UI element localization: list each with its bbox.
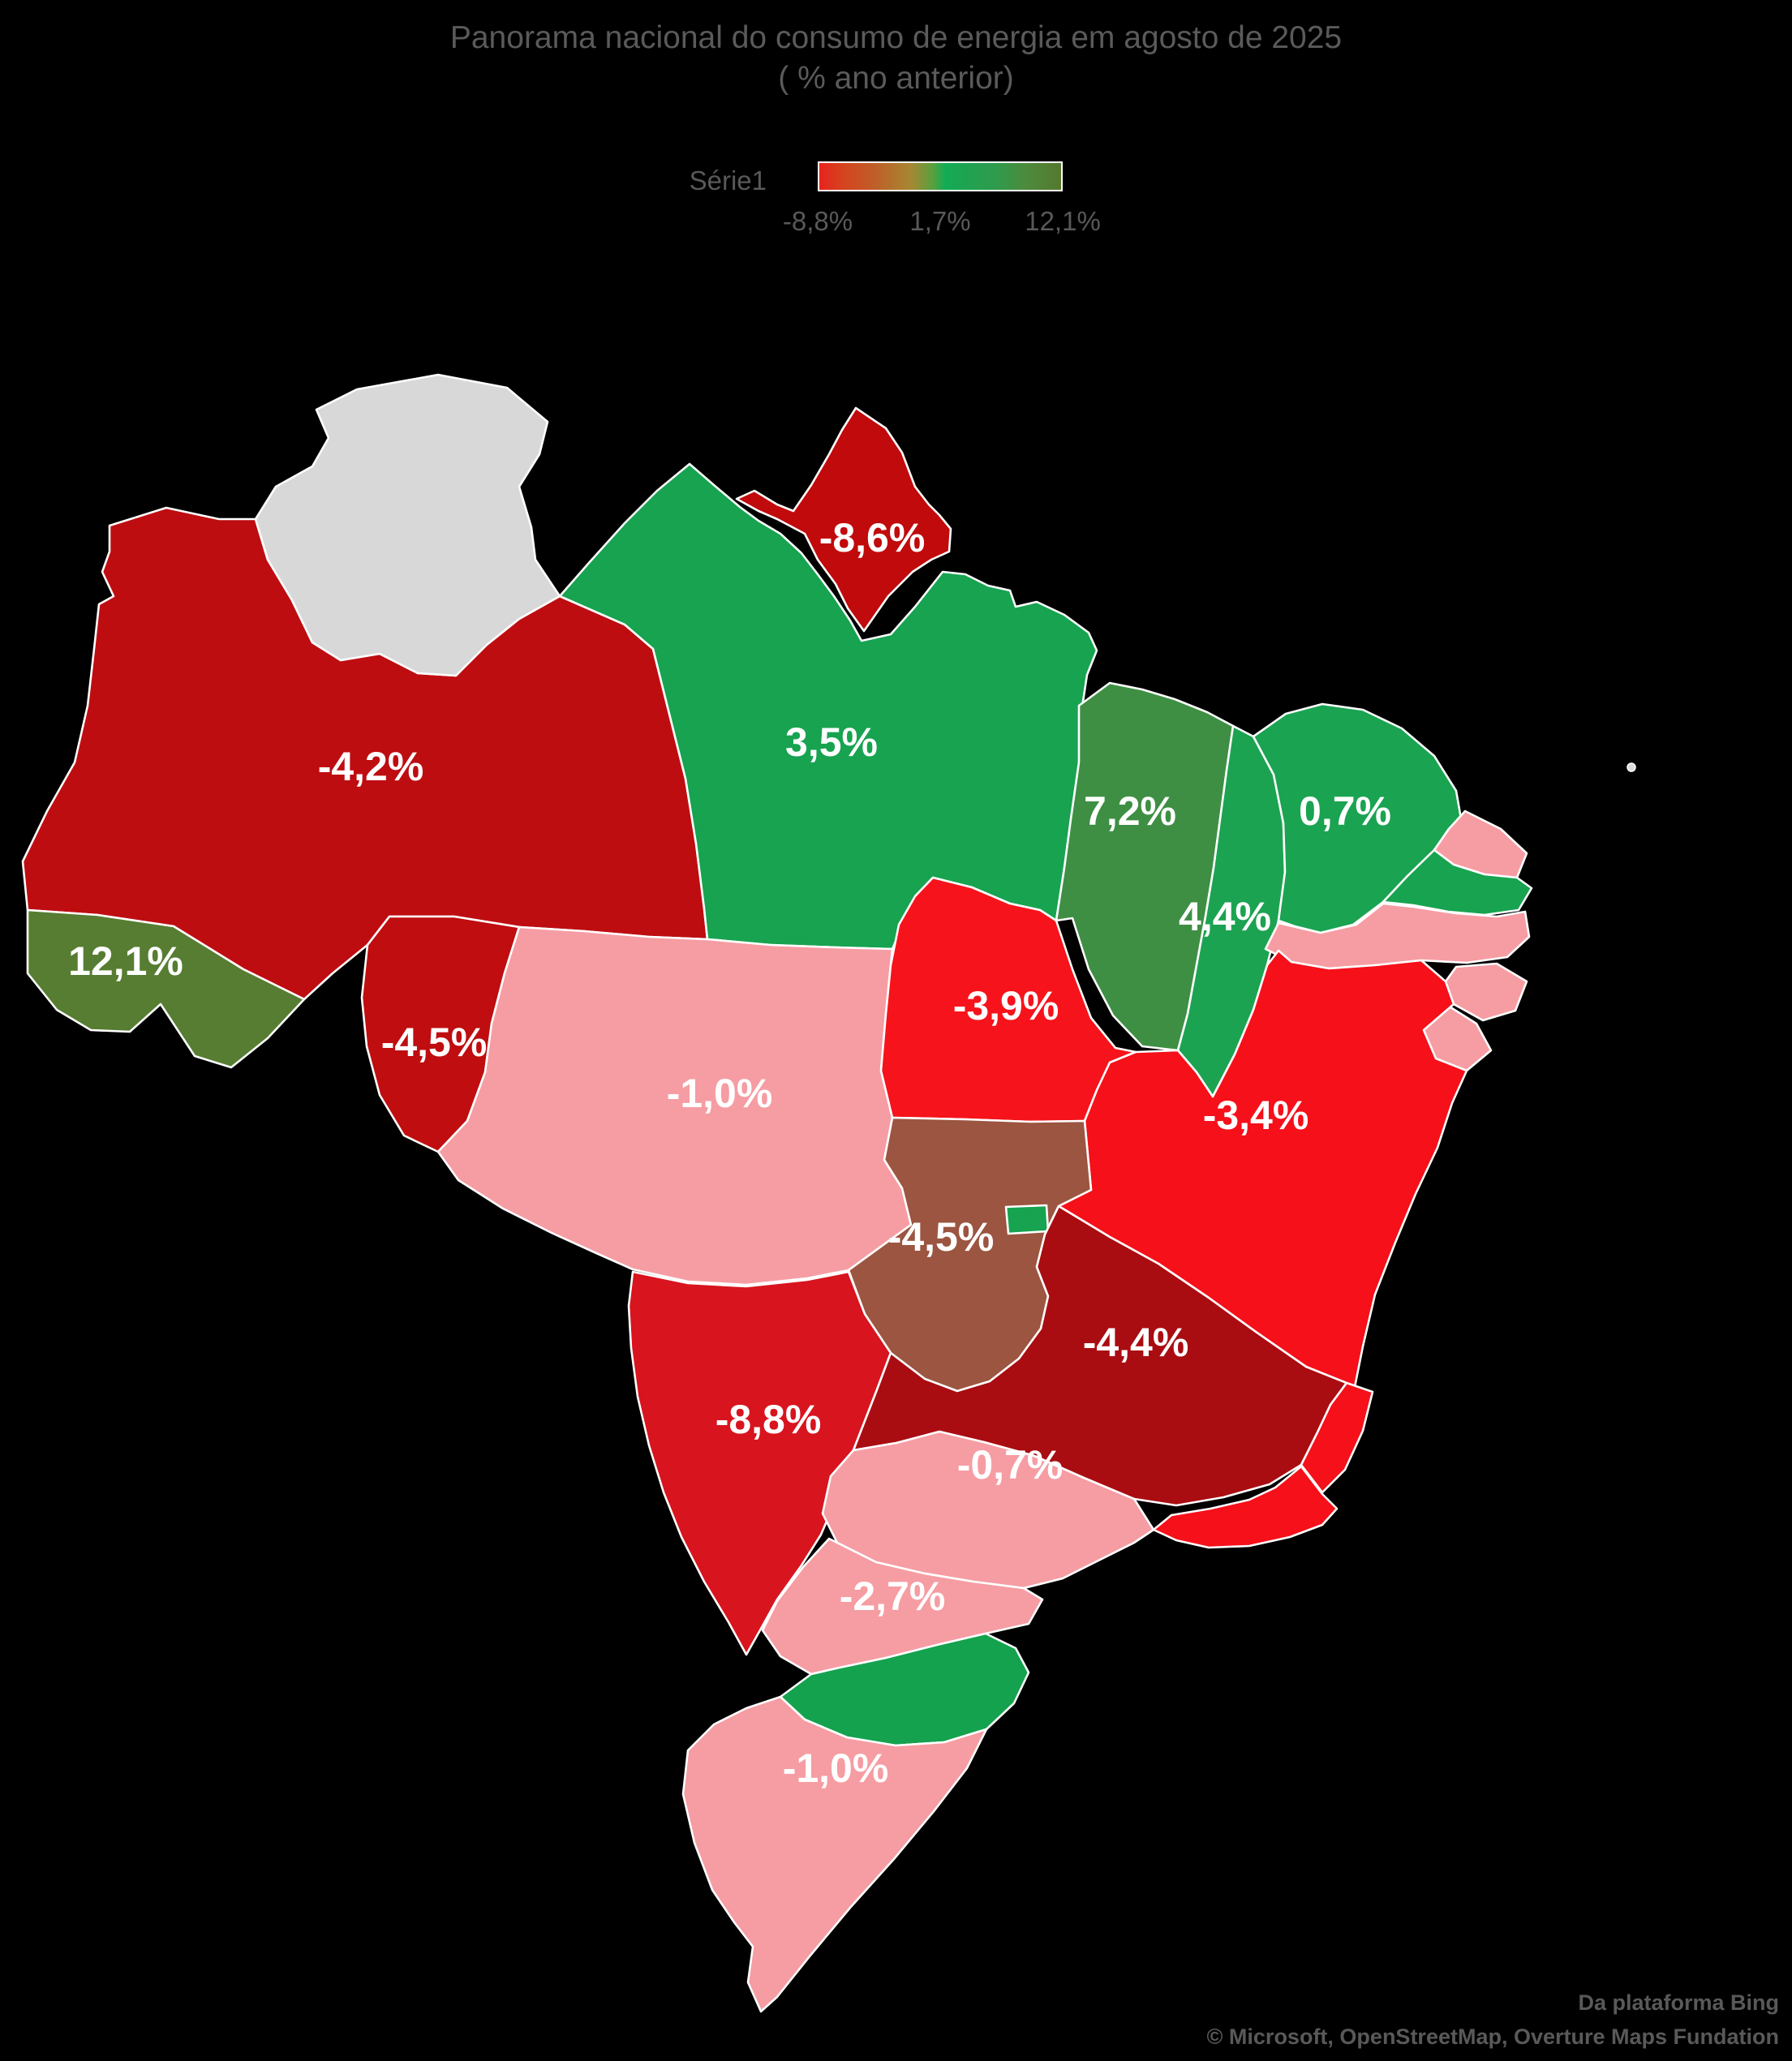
legend-mid-label: 1,7% — [909, 206, 971, 236]
state-label-AM: -4,2% — [318, 744, 424, 789]
legend-max-label: 12,1% — [1025, 206, 1101, 236]
state-label-TO: -3,9% — [953, 983, 1059, 1028]
chart-title-line2: ( % ano anterior) — [778, 60, 1014, 96]
state-label-PA: 3,5% — [785, 719, 878, 765]
state-label-GO: -4,5% — [888, 1214, 995, 1260]
state-RJ[interactable] — [1152, 1465, 1339, 1549]
state-label-MS: -8,8% — [716, 1397, 822, 1442]
legend-series-label: Série1 — [689, 165, 767, 195]
state-AP[interactable] — [735, 406, 952, 633]
state-label-MG: -4,4% — [1083, 1320, 1189, 1365]
state-BA[interactable] — [1057, 949, 1468, 1389]
state-MS[interactable] — [627, 1270, 892, 1656]
island-fernando-de-noronha-dot — [1627, 762, 1636, 772]
map-attribution: Da plataforma Bing © Microsoft, OpenStre… — [1207, 1986, 1779, 2055]
state-RR[interactable] — [254, 373, 561, 677]
state-label-CE: 0,7% — [1299, 788, 1391, 834]
state-label-BA: -3,4% — [1203, 1093, 1309, 1138]
state-label-PR: -2,7% — [840, 1574, 946, 1619]
state-AC[interactable] — [26, 908, 306, 1069]
legend-gradient-bar — [818, 161, 1063, 191]
state-label-MT: -1,0% — [667, 1071, 773, 1116]
state-label-RO: -4,5% — [381, 1020, 488, 1065]
attribution-line2: © Microsoft, OpenStreetMap, Overture Map… — [1206, 2025, 1779, 2050]
state-PB[interactable] — [1382, 848, 1533, 917]
chart-title: Panorama nacional do consumo de energia … — [0, 18, 1792, 99]
legend-ticks: -8,8% 1,7% 12,1% — [783, 206, 1101, 238]
state-label-AC: 12,1% — [68, 938, 183, 984]
legend-min-label: -8,8% — [782, 206, 853, 236]
attribution-line1: Da plataforma Bing — [1578, 1990, 1779, 2016]
state-RS[interactable] — [681, 1695, 988, 2013]
state-label-RS: -1,0% — [783, 1745, 889, 1791]
chart-title-line1: Panorama nacional do consumo de energia … — [449, 20, 1343, 55]
state-MT[interactable] — [436, 925, 913, 1286]
state-label-PI: 4,4% — [1179, 894, 1271, 939]
state-label-SP: -0,7% — [957, 1442, 1064, 1488]
state-DF[interactable] — [1004, 1204, 1050, 1235]
state-label-MA: 7,2% — [1084, 788, 1176, 834]
state-label-AP: -8,6% — [819, 515, 926, 560]
